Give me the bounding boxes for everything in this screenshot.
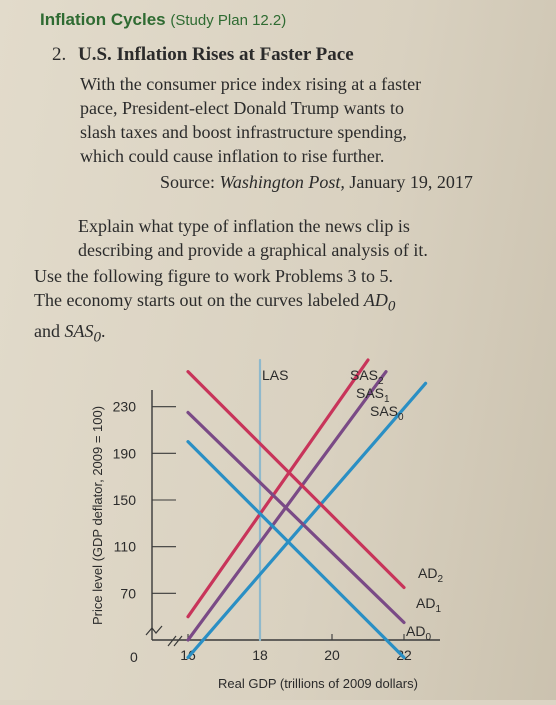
sas0-sub: 0 <box>93 329 102 346</box>
y-tick-label: 150 <box>113 492 137 508</box>
chart-container: 70 110 150 190 230 16 18 20 22 0 LAS SAS2 SAS1 SAS0 A… <box>0 350 556 700</box>
sas0-label: SAS <box>64 320 94 341</box>
curve-ad0 <box>186 440 406 660</box>
news-line: pace, President-elect Donald Trump wants… <box>80 98 404 118</box>
curve-sas1 <box>186 370 388 642</box>
problem-title: U.S. Inflation Rises at Faster Pace <box>78 44 354 65</box>
source-publication: Washington Post, <box>219 172 345 192</box>
curve-sas2 <box>186 358 370 619</box>
ad0-label: AD <box>363 290 388 310</box>
problem-question: Explain what type of inflation the news … <box>78 214 528 262</box>
x-axis-break <box>167 635 183 647</box>
y-tick-label: 230 <box>113 399 137 415</box>
news-line: slash taxes and boost infrastructure spe… <box>80 122 407 142</box>
source-date: January 19, 2017 <box>344 172 473 192</box>
x-tick-label: 18 <box>252 647 268 663</box>
curve-ad2 <box>186 370 406 590</box>
curve-sas0 <box>186 381 428 660</box>
curve-label-las: LAS <box>262 367 288 383</box>
instruction-text: The economy starts out on the curves lab… <box>34 290 364 310</box>
curve-label-sas0: SAS0 <box>370 403 404 423</box>
question-line: Explain what type of inflation the news … <box>78 216 410 236</box>
x-axis-label: Real GDP (trillions of 2009 dollars) <box>218 676 418 691</box>
section-subtitle: (Study Plan 12.2) <box>170 12 287 29</box>
curve-label-ad1: AD1 <box>416 595 441 615</box>
x-tick-label: 22 <box>396 647 412 663</box>
curve-label-ad2: AD2 <box>418 565 443 585</box>
source-label: Source: <box>160 172 220 192</box>
instruction-text: and <box>34 320 65 341</box>
section-title: Inflation Cycles <box>40 10 166 29</box>
instruction-line: and SAS0. <box>34 319 534 350</box>
y-tick-label: 110 <box>114 539 137 555</box>
y-axis-break <box>145 625 163 636</box>
instruction-line: The economy starts out on the curves lab… <box>34 288 534 319</box>
problem-number: 2. <box>52 44 67 65</box>
chart-lines <box>186 358 428 660</box>
x-tick-label: 20 <box>324 647 340 663</box>
y-axis-label: Price level (GDP deflator, 2009 = 100) <box>90 406 105 625</box>
section-heading: Inflation Cycles (Study Plan 12.2) <box>40 10 286 30</box>
figure-instructions: Use the following figure to work Problem… <box>34 264 534 349</box>
origin-label: 0 <box>130 649 138 665</box>
instruction-line: Use the following figure to work Problem… <box>34 266 393 286</box>
curve-label-sas2: SAS2 <box>350 367 384 387</box>
ad0-sub: 0 <box>387 298 396 315</box>
news-line: With the consumer price index rising at … <box>80 74 422 94</box>
question-line: describing and provide a graphical analy… <box>78 240 428 260</box>
y-tick-label: 190 <box>113 445 137 461</box>
news-source: Source: Washington Post, January 19, 201… <box>160 172 473 193</box>
news-line: which could cause inflation to rise furt… <box>80 146 385 166</box>
curve-label-ad0: AD0 <box>406 623 431 643</box>
curve-label-sas1: SAS1 <box>356 385 390 405</box>
news-clip: With the consumer price index rising at … <box>80 72 520 168</box>
y-tick-label: 70 <box>120 585 136 601</box>
curve-ad1 <box>186 410 406 625</box>
instruction-text: . <box>101 320 106 341</box>
